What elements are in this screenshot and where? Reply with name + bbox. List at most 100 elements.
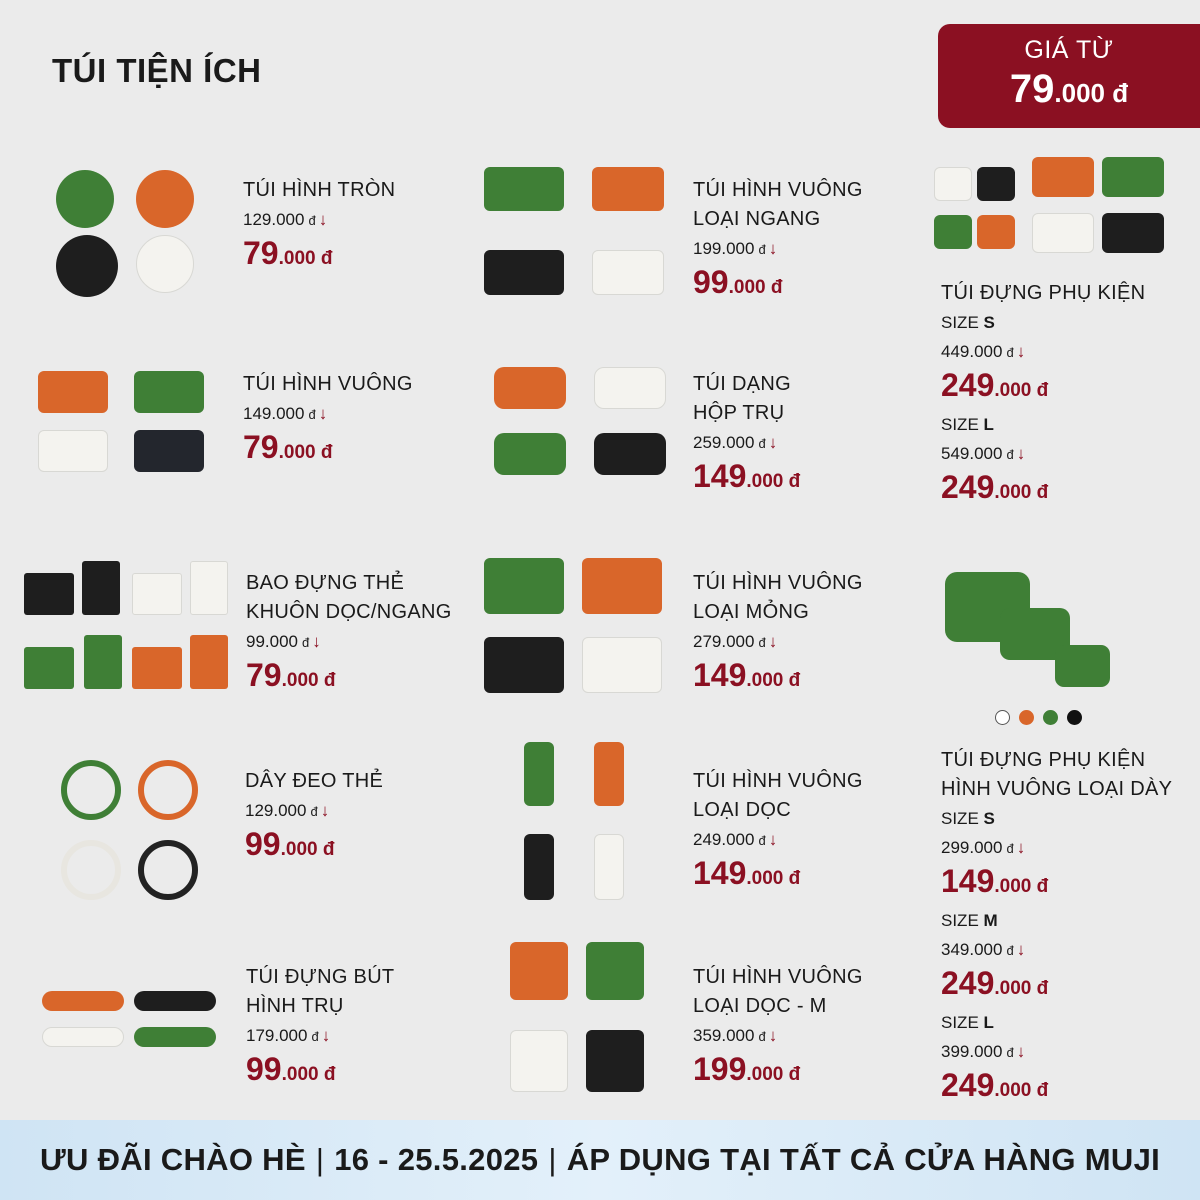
size-label: SIZE S	[941, 809, 995, 828]
product-vertical-pouch[interactable]: TÚI HÌNH VUÔNG LOẠI DỌC 249.000 đ ↓ 149.000…	[693, 767, 863, 898]
sale-price: 149.000 đ	[693, 458, 801, 494]
swatch-orange[interactable]	[1019, 710, 1034, 725]
product-horizontal-pouch[interactable]: TÚI HÌNH VUÔNG LOẠI NGANG 199.000 đ ↓ 99.00…	[693, 176, 863, 307]
down-arrow-icon: ↓	[321, 1026, 331, 1045]
pen-case-image	[40, 985, 220, 1055]
old-price: 129.000 đ ↓	[245, 801, 330, 820]
product-name-line2: LOẠI DỌC	[693, 799, 791, 821]
down-arrow-icon: ↓	[1016, 838, 1026, 857]
old-price: 279.000 đ ↓	[693, 632, 778, 651]
product-thick-accessory-case[interactable]: TÚI ĐỰNG PHỤ KIỆN HÌNH VUÔNG LOẠI DÀY SIZ…	[941, 746, 1172, 1110]
product-round-pouch[interactable]: TÚI HÌNH TRÒN 129.000 đ ↓ 79.000 đ	[243, 176, 395, 278]
product-name: TÚI HÌNH TRÒN	[243, 179, 396, 201]
sale-price: 149.000 đ	[941, 863, 1049, 899]
swatch-black[interactable]	[1067, 710, 1082, 725]
sale-price: 249.000 đ	[941, 367, 1049, 403]
old-price: 249.000 đ ↓	[693, 830, 778, 849]
horizontal-pouch-image	[484, 165, 669, 300]
down-arrow-icon: ↓	[1016, 1042, 1026, 1061]
sale-price: 99.000 đ	[246, 1051, 336, 1087]
size-label: SIZE M	[941, 911, 998, 930]
product-name: DÂY ĐEO THẺ	[245, 770, 384, 792]
separator: |	[548, 1142, 557, 1177]
badge-label: GIÁ TỪ	[1024, 36, 1114, 64]
old-price: 299.000 đ ↓	[941, 838, 1026, 857]
cylinder-box-image	[494, 365, 669, 480]
down-arrow-icon: ↓	[768, 1026, 778, 1045]
vertical-pouch-image	[520, 738, 640, 908]
old-price: 99.000 đ ↓	[246, 632, 321, 651]
badge-amount: 79.000 đ	[1009, 67, 1129, 111]
down-arrow-icon: ↓	[768, 239, 778, 258]
down-arrow-icon: ↓	[1016, 940, 1026, 959]
product-name: BAO ĐỰNG THẺ	[246, 572, 405, 594]
page-title: TÚI TIỆN ÍCH	[52, 52, 262, 89]
product-cylinder-box[interactable]: TÚI DẠNG HỘP TRỤ 259.000 đ ↓ 149.000 đ	[693, 370, 800, 501]
down-arrow-icon: ↓	[768, 830, 778, 849]
product-vertical-m-pouch[interactable]: TÚI HÌNH VUÔNG LOẠI DỌC - M 359.000 đ ↓ 199…	[693, 963, 863, 1094]
old-price: 199.000 đ ↓	[693, 239, 778, 258]
product-lanyard[interactable]: DÂY ĐEO THẺ 129.000 đ ↓ 99.000 đ	[245, 767, 383, 869]
down-arrow-icon: ↓	[768, 433, 778, 452]
old-price: 259.000 đ ↓	[693, 433, 778, 452]
color-swatches	[995, 710, 1082, 725]
sale-price: 249.000 đ	[941, 469, 1049, 505]
product-name-line2: KHUÔN DỌC/NGANG	[246, 601, 452, 623]
down-arrow-icon: ↓	[312, 632, 321, 651]
product-name-line2: HỘP TRỤ	[693, 402, 785, 424]
product-name: TÚI DẠNG	[693, 373, 791, 395]
old-price: 399.000 đ ↓	[941, 1042, 1026, 1061]
product-name-line2: HÌNH VUÔNG LOẠI DÀY	[941, 778, 1173, 800]
sale-price: 99.000 đ	[693, 264, 783, 300]
old-price: 359.000 đ ↓	[693, 1026, 778, 1045]
product-card-holder[interactable]: BAO ĐỰNG THẺ KHUÔN DỌC/NGANG 99.000 đ ↓ 79.…	[246, 569, 452, 700]
sale-price: 199.000 đ	[693, 1051, 801, 1087]
down-arrow-icon: ↓	[768, 632, 778, 651]
product-name: TÚI HÌNH VUÔNG	[243, 373, 413, 395]
product-pen-case[interactable]: TÚI ĐỰNG BÚT HÌNH TRỤ 179.000 đ ↓ 99.000 đ	[246, 963, 394, 1094]
sale-price: 249.000 đ	[941, 1067, 1049, 1103]
old-price: 149.000 đ ↓	[243, 404, 328, 423]
vertical-m-pouch-image	[508, 938, 658, 1108]
promo-title: ƯU ĐÃI CHÀO HÈ	[39, 1142, 306, 1177]
swatch-green[interactable]	[1043, 710, 1058, 725]
old-price: 449.000 đ ↓	[941, 342, 1026, 361]
down-arrow-icon: ↓	[318, 210, 328, 229]
product-name: TÚI HÌNH VUÔNG	[693, 770, 863, 792]
size-label: SIZE S	[941, 313, 995, 332]
old-price: 549.000 đ ↓	[941, 444, 1026, 463]
product-name-line2: HÌNH TRỤ	[246, 995, 344, 1017]
sale-price: 249.000 đ	[941, 965, 1049, 1001]
old-price: 129.000 đ ↓	[243, 210, 328, 229]
old-price: 349.000 đ ↓	[941, 940, 1026, 959]
thick-accessory-case-image	[940, 570, 1140, 695]
square-pouch-image	[36, 368, 216, 478]
product-name-line2: LOẠI MỎNG	[693, 601, 810, 623]
sale-price: 99.000 đ	[245, 826, 335, 862]
swatch-white[interactable]	[995, 710, 1010, 725]
product-name: TÚI HÌNH VUÔNG	[693, 179, 863, 201]
down-arrow-icon: ↓	[1016, 342, 1026, 361]
promo-dates: 16 - 25.5.2025	[334, 1142, 539, 1177]
product-name: TÚI ĐỰNG PHỤ KIỆN	[941, 282, 1146, 304]
size-label: SIZE L	[941, 1013, 994, 1032]
round-pouch-image	[56, 165, 206, 300]
product-square-pouch[interactable]: TÚI HÌNH VUÔNG 149.000 đ ↓ 79.000 đ	[243, 370, 413, 472]
product-name-line2: LOẠI DỌC - M	[693, 995, 827, 1017]
promo-scope: ÁP DỤNG TẠI TẤT CẢ CỬA HÀNG MUJI	[566, 1142, 1161, 1177]
product-name-line2: LOẠI NGANG	[693, 208, 821, 230]
product-accessory-case[interactable]: TÚI ĐỰNG PHỤ KIỆN SIZE S 449.000 đ ↓ 249.0…	[941, 279, 1145, 512]
product-name: TÚI HÌNH VUÔNG	[693, 572, 863, 594]
product-slim-pouch[interactable]: TÚI HÌNH VUÔNG LOẠI MỎNG 279.000 đ ↓ 149.00…	[693, 569, 863, 700]
separator: |	[315, 1142, 325, 1177]
promo-footer-bar: ƯU ĐÃI CHÀO HÈ | 16 - 25.5.2025 | ÁP DỤN…	[0, 1120, 1200, 1200]
down-arrow-icon: ↓	[318, 404, 328, 423]
lanyard-image	[56, 752, 206, 912]
card-holder-image	[22, 555, 232, 695]
sale-price: 149.000 đ	[693, 657, 801, 693]
slim-pouch-image	[482, 555, 667, 695]
sale-price: 79.000 đ	[246, 657, 336, 693]
down-arrow-icon: ↓	[320, 801, 330, 820]
down-arrow-icon: ↓	[1016, 444, 1026, 463]
product-name: TÚI ĐỰNG BÚT	[246, 966, 395, 988]
